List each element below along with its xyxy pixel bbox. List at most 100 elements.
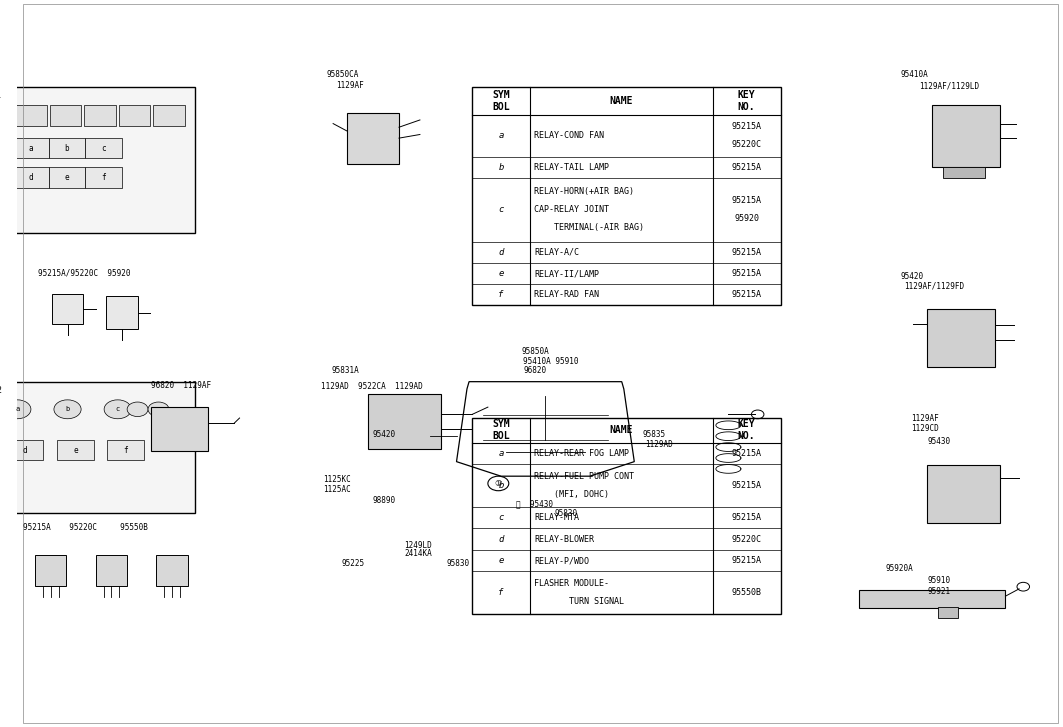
Text: 95215A: 95215A [731, 122, 762, 131]
Text: NAME: NAME [609, 96, 632, 106]
Text: f: f [499, 290, 504, 300]
Text: d: d [28, 173, 33, 182]
Text: 95225: 95225 [341, 559, 365, 568]
Bar [12, 167, 49, 188]
Text: ①: ① [494, 479, 502, 488]
Text: a: a [499, 131, 504, 140]
Text: 95215A: 95215A [731, 513, 762, 522]
Text: RELAY-MTA: RELAY-MTA [534, 513, 579, 522]
Text: 95831A: 95831A [331, 366, 359, 375]
Text: b: b [66, 406, 70, 412]
Bar [50, 105, 81, 126]
Bar [49, 167, 85, 188]
Text: 95215A: 95215A [731, 196, 762, 206]
Bar [156, 555, 188, 586]
Bar [96, 555, 128, 586]
Text: f: f [101, 173, 106, 182]
Text: c: c [499, 206, 504, 214]
Text: 1129AF: 1129AF [911, 414, 939, 422]
Text: e: e [65, 173, 69, 182]
Text: 95430: 95430 [927, 437, 950, 446]
Text: a: a [499, 449, 504, 458]
Circle shape [128, 402, 148, 417]
Text: 95550B: 95550B [731, 588, 762, 598]
Text: 95921: 95921 [927, 587, 950, 596]
Text: e: e [499, 269, 504, 278]
Bar [52, 294, 83, 324]
Text: RELAY-COND FAN: RELAY-COND FAN [534, 131, 604, 140]
Text: 1129AD  9522CA  1129AD: 1129AD 9522CA 1129AD [321, 382, 422, 391]
Text: 1129AF/1129LD: 1129AF/1129LD [918, 81, 979, 90]
Bar [84, 105, 116, 126]
Text: SYM
BOL: SYM BOL [492, 419, 510, 441]
Text: 1129CD: 1129CD [911, 425, 939, 433]
Text: 2414KA: 2414KA [404, 550, 432, 558]
Text: 96820: 96820 [523, 366, 546, 375]
Text: 95215A: 95215A [731, 269, 762, 278]
Text: a: a [28, 144, 33, 153]
Circle shape [54, 400, 81, 419]
Text: 95215A: 95215A [731, 449, 762, 458]
Text: c: c [499, 513, 504, 522]
Bar [0, 382, 196, 513]
Circle shape [4, 400, 31, 419]
Text: (MFI, DOHC): (MFI, DOHC) [534, 490, 609, 499]
Text: 95850CA: 95850CA [326, 70, 359, 79]
Text: 95215A: 95215A [731, 481, 762, 490]
Bar [347, 113, 399, 164]
Bar [927, 309, 995, 367]
Text: 95850A: 95850A [521, 347, 549, 356]
Bar [119, 105, 150, 126]
Text: RELAY-HORN(+AIR BAG): RELAY-HORN(+AIR BAG) [534, 188, 634, 196]
Bar [35, 555, 67, 586]
Text: 95835: 95835 [643, 430, 665, 439]
Text: 1129AF: 1129AF [336, 81, 364, 90]
Text: TERMINAL(-AIR BAG): TERMINAL(-AIR BAG) [534, 223, 644, 233]
Text: 1129AF/1129FD: 1129AF/1129FD [904, 282, 964, 291]
Text: ①  95430: ① 95430 [517, 499, 554, 508]
Text: 95215A: 95215A [731, 163, 762, 172]
Text: 95410A: 95410A [901, 70, 929, 79]
Text: e: e [499, 556, 504, 565]
Text: 95420: 95420 [373, 430, 396, 439]
Bar [0, 87, 196, 233]
Text: d: d [499, 248, 504, 257]
Text: RELAY-TAIL LAMP: RELAY-TAIL LAMP [534, 163, 609, 172]
Bar [85, 167, 122, 188]
Bar [6, 440, 44, 460]
Text: 1129AD: 1129AD [645, 441, 673, 449]
Text: RELAY-A/C: RELAY-A/C [534, 248, 579, 257]
Text: 1249LD: 1249LD [404, 541, 432, 550]
Bar [368, 394, 441, 449]
Text: 95830: 95830 [446, 559, 469, 568]
Circle shape [148, 402, 169, 417]
Text: 95215A/95220C  95920: 95215A/95220C 95920 [38, 268, 131, 277]
Text: 95220C: 95220C [731, 534, 762, 544]
Text: 95215A    95220C     95550B: 95215A 95220C 95550B [22, 523, 148, 531]
Bar [85, 138, 122, 158]
Bar [15, 105, 47, 126]
Text: 1125KC: 1125KC [323, 475, 351, 484]
Bar [927, 465, 1000, 523]
Text: CAP-RELAY JOINT: CAP-RELAY JOINT [534, 206, 609, 214]
Text: 95215A: 95215A [731, 248, 762, 257]
Circle shape [104, 400, 132, 419]
Text: FLASHER MODULE-: FLASHER MODULE- [534, 579, 609, 588]
Text: 95920: 95920 [735, 214, 759, 223]
Text: b: b [499, 163, 504, 172]
Text: RELAY-II/LAMP: RELAY-II/LAMP [534, 269, 598, 278]
Text: KEY
NO.: KEY NO. [738, 90, 756, 112]
Bar [859, 590, 1006, 608]
Bar [932, 105, 1000, 167]
Text: 95215A: 95215A [731, 290, 762, 300]
Text: 95220C: 95220C [731, 140, 762, 149]
Text: KEY
NO.: KEY NO. [738, 419, 756, 441]
Text: RELAY-P/WDO: RELAY-P/WDO [534, 556, 589, 565]
Bar [107, 440, 144, 460]
Bar [57, 440, 94, 460]
Bar [938, 607, 959, 618]
Bar [472, 87, 780, 305]
Text: d: d [23, 446, 28, 454]
Text: d: d [499, 534, 504, 544]
Text: c: c [101, 144, 106, 153]
